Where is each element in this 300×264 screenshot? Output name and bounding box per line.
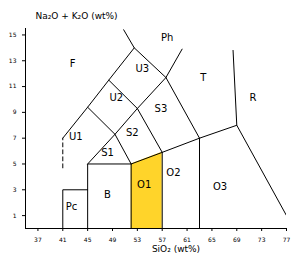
svg-text:O3: O3	[213, 181, 227, 192]
svg-text:9: 9	[13, 108, 17, 115]
svg-text:U2: U2	[109, 92, 123, 103]
svg-text:S3: S3	[155, 103, 168, 114]
svg-text:R: R	[249, 92, 256, 103]
svg-text:45: 45	[84, 236, 92, 243]
svg-text:3: 3	[13, 186, 17, 193]
svg-text:O2: O2	[166, 167, 180, 178]
svg-text:Na₂O + K₂O (wt%): Na₂O + K₂O (wt%)	[36, 11, 118, 21]
svg-text:73: 73	[258, 236, 266, 243]
svg-text:SiO₂ (wt%): SiO₂ (wt%)	[152, 244, 200, 254]
svg-text:S2: S2	[126, 127, 139, 138]
svg-text:37: 37	[34, 236, 42, 243]
svg-text:U1: U1	[69, 131, 83, 142]
svg-text:11: 11	[9, 82, 17, 89]
svg-text:65: 65	[208, 236, 216, 243]
svg-text:53: 53	[134, 236, 142, 243]
svg-text:1: 1	[13, 212, 17, 219]
svg-text:57: 57	[158, 236, 166, 243]
svg-text:15: 15	[9, 31, 17, 38]
svg-text:5: 5	[13, 160, 17, 167]
svg-text:13: 13	[9, 57, 17, 64]
svg-text:69: 69	[233, 236, 241, 243]
svg-text:49: 49	[109, 236, 117, 243]
svg-text:U3: U3	[135, 63, 149, 74]
svg-text:T: T	[199, 72, 207, 83]
svg-text:F: F	[70, 58, 76, 69]
svg-text:77: 77	[283, 236, 291, 243]
svg-text:B: B	[104, 189, 111, 200]
svg-text:Ph: Ph	[161, 32, 173, 43]
svg-text:7: 7	[13, 134, 17, 141]
svg-text:S1: S1	[101, 147, 114, 158]
svg-text:O1: O1	[137, 179, 151, 190]
svg-text:61: 61	[183, 236, 191, 243]
svg-text:41: 41	[59, 236, 67, 243]
svg-text:Pc: Pc	[66, 201, 78, 212]
